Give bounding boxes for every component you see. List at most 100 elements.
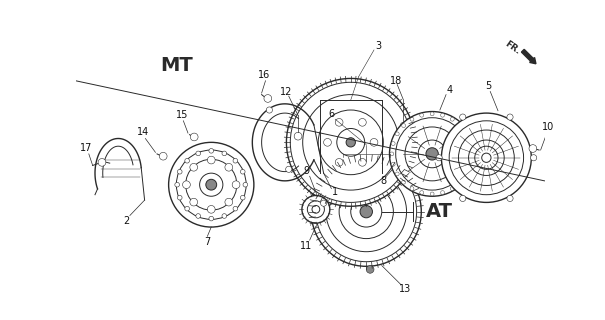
- Circle shape: [430, 112, 434, 116]
- Text: MT: MT: [160, 56, 193, 75]
- Circle shape: [420, 191, 423, 195]
- Circle shape: [430, 192, 434, 196]
- Circle shape: [312, 205, 320, 213]
- Circle shape: [240, 169, 245, 174]
- Text: AT: AT: [427, 202, 453, 221]
- Circle shape: [395, 154, 403, 162]
- Circle shape: [196, 151, 200, 156]
- Circle shape: [185, 158, 189, 163]
- Text: 7: 7: [204, 237, 211, 247]
- Circle shape: [290, 82, 411, 203]
- Text: 5: 5: [486, 81, 492, 91]
- Circle shape: [482, 153, 491, 162]
- Circle shape: [233, 206, 238, 211]
- Circle shape: [440, 191, 445, 195]
- Circle shape: [233, 158, 238, 163]
- Circle shape: [471, 152, 474, 156]
- Circle shape: [442, 113, 531, 203]
- Circle shape: [359, 118, 366, 126]
- Circle shape: [294, 132, 302, 140]
- Circle shape: [206, 179, 217, 190]
- Circle shape: [316, 162, 417, 262]
- Circle shape: [370, 139, 378, 146]
- Circle shape: [335, 118, 343, 126]
- FancyArrow shape: [522, 49, 536, 64]
- Text: 4: 4: [446, 85, 453, 95]
- Circle shape: [190, 198, 198, 206]
- Circle shape: [200, 173, 223, 196]
- Circle shape: [405, 127, 459, 181]
- Circle shape: [311, 157, 421, 266]
- Circle shape: [240, 195, 245, 200]
- Circle shape: [440, 113, 445, 117]
- Circle shape: [351, 196, 382, 227]
- Text: 11: 11: [301, 241, 313, 251]
- Text: FR.: FR.: [503, 39, 522, 56]
- Circle shape: [402, 180, 405, 184]
- Circle shape: [98, 158, 106, 166]
- Text: 1: 1: [332, 188, 338, 197]
- Circle shape: [209, 216, 214, 221]
- Text: 10: 10: [542, 122, 555, 132]
- Circle shape: [401, 122, 407, 129]
- Circle shape: [222, 214, 227, 218]
- Circle shape: [159, 152, 167, 160]
- Circle shape: [190, 164, 198, 171]
- Circle shape: [390, 112, 475, 196]
- Circle shape: [395, 172, 399, 176]
- Circle shape: [346, 138, 355, 147]
- Circle shape: [243, 182, 247, 187]
- Circle shape: [359, 158, 366, 166]
- Text: 18: 18: [390, 76, 402, 86]
- Circle shape: [507, 195, 513, 202]
- Circle shape: [529, 145, 537, 152]
- Circle shape: [507, 114, 513, 120]
- Text: 12: 12: [280, 87, 293, 97]
- Circle shape: [459, 180, 463, 184]
- Circle shape: [186, 159, 237, 210]
- Circle shape: [321, 200, 327, 206]
- Circle shape: [337, 129, 365, 156]
- Circle shape: [191, 133, 198, 141]
- Circle shape: [196, 214, 200, 218]
- Circle shape: [209, 148, 214, 153]
- Circle shape: [426, 148, 439, 160]
- Text: 13: 13: [399, 284, 411, 294]
- Circle shape: [225, 164, 233, 171]
- Circle shape: [307, 201, 324, 218]
- Circle shape: [208, 156, 215, 164]
- Circle shape: [185, 206, 189, 211]
- Circle shape: [459, 130, 514, 186]
- Circle shape: [264, 95, 272, 102]
- Circle shape: [420, 113, 423, 117]
- Text: 6: 6: [329, 109, 335, 119]
- Circle shape: [460, 114, 466, 120]
- Circle shape: [391, 142, 395, 146]
- Circle shape: [465, 132, 469, 136]
- Circle shape: [449, 121, 523, 195]
- Circle shape: [468, 140, 504, 175]
- Circle shape: [475, 146, 498, 169]
- Circle shape: [366, 266, 374, 273]
- Circle shape: [360, 205, 373, 218]
- Circle shape: [460, 195, 466, 202]
- Text: 17: 17: [80, 143, 93, 153]
- Circle shape: [232, 181, 240, 188]
- Circle shape: [183, 181, 191, 188]
- Circle shape: [395, 132, 399, 136]
- Text: 9: 9: [304, 166, 310, 176]
- Circle shape: [396, 118, 468, 190]
- Circle shape: [335, 158, 343, 166]
- Text: 15: 15: [175, 110, 188, 120]
- Text: 14: 14: [137, 127, 149, 137]
- Circle shape: [469, 162, 473, 166]
- Circle shape: [324, 139, 332, 146]
- Circle shape: [450, 117, 454, 121]
- Circle shape: [339, 185, 393, 239]
- Circle shape: [208, 205, 215, 213]
- Circle shape: [410, 187, 414, 190]
- Circle shape: [286, 166, 292, 172]
- Circle shape: [266, 107, 272, 113]
- Circle shape: [465, 172, 469, 176]
- Circle shape: [177, 169, 182, 174]
